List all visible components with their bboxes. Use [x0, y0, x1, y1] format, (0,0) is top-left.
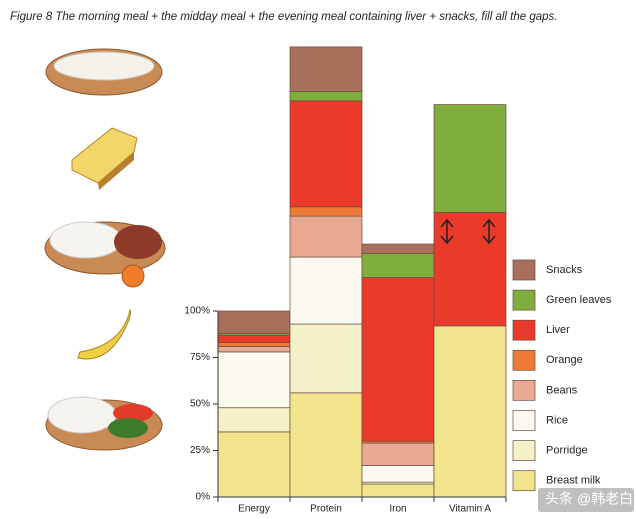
bar-segment — [289, 206, 363, 217]
x-tick-label: Iron — [389, 504, 406, 515]
bar-segment — [289, 323, 363, 394]
bar-segment — [217, 334, 291, 343]
watermark-bg — [538, 488, 634, 512]
legend-swatch — [512, 319, 536, 341]
legend-swatch — [512, 440, 536, 461]
arrows — [440, 218, 496, 245]
legend-label: Breast milk — [546, 475, 601, 487]
bar-segment — [289, 392, 363, 498]
y-tick-label: 75% — [190, 352, 210, 363]
legend-swatch — [512, 470, 536, 492]
legend-swatch — [512, 380, 536, 401]
y-tick-label: 0% — [196, 492, 211, 503]
bar-segment — [433, 325, 507, 498]
bar-segment — [217, 431, 291, 498]
bar-segment — [433, 104, 507, 213]
legend-label: Rice — [546, 414, 568, 426]
legend-label: Beans — [546, 384, 578, 396]
plot: 0% 25% 50% 75% 100% Energy Protein Iron Vitamin … — [184, 46, 612, 515]
bar-segment — [361, 243, 435, 254]
bar-segment — [361, 277, 435, 442]
legend-label: Snacks — [546, 264, 583, 276]
legend-swatch — [512, 349, 536, 371]
legend-label: Porridge — [546, 445, 588, 457]
bar-segment — [289, 46, 363, 92]
legend-label: Orange — [546, 354, 583, 366]
bar-segment — [217, 310, 291, 334]
bar-segment — [217, 407, 291, 433]
legend-swatch — [512, 410, 536, 431]
x-tick-label: Protein — [310, 504, 342, 515]
bar-segment — [289, 256, 363, 325]
x-tick-label: Vitamin A — [449, 504, 491, 515]
legend-swatch — [512, 289, 536, 311]
legend-swatch — [512, 259, 536, 281]
bar-segment — [289, 91, 363, 102]
bar-segment — [217, 351, 291, 409]
bar-segment — [361, 442, 435, 466]
bar-segment — [289, 215, 363, 258]
bar-segment — [217, 342, 291, 347]
food-illustrations — [44, 48, 166, 451]
bar-segment — [361, 465, 435, 483]
bar-segment — [217, 345, 291, 353]
y-tick-label: 25% — [190, 445, 210, 456]
chart-title: Figure 8 The morning meal + the midday m… — [10, 11, 558, 23]
y-tick-label: 50% — [190, 399, 210, 410]
x-tick-label: Energy — [238, 504, 270, 515]
y-tick-label: 100% — [184, 306, 210, 317]
bar-segment — [289, 100, 363, 208]
legend-label: Green leaves — [546, 294, 612, 306]
legend-label: Liver — [546, 324, 570, 336]
bar-segment — [433, 212, 507, 327]
watermark: 头条 @韩老白 — [545, 491, 633, 507]
bar-segment — [361, 483, 435, 498]
bar-segment — [361, 252, 435, 278]
